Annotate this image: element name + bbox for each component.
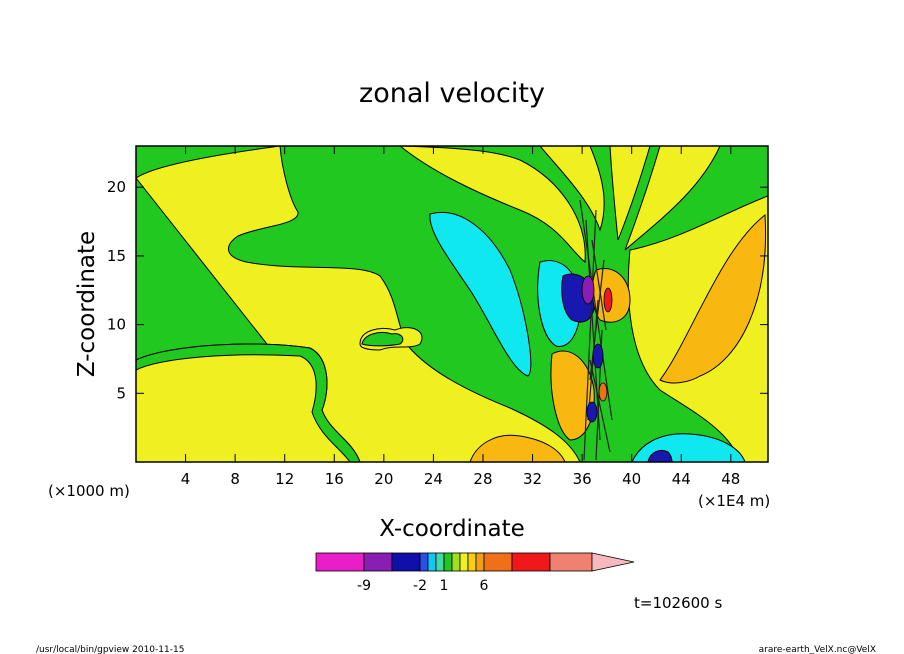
contour-cell — [586, 401, 598, 423]
x-tick-label: 40 — [622, 470, 641, 488]
contour-right-orange — [659, 214, 767, 384]
contour-upper-band-2 — [539, 146, 605, 232]
chart-title: zonal velocity — [359, 78, 545, 109]
colorbar — [315, 552, 635, 572]
footer-right: arare-earth_VelX.nc@VelX — [759, 645, 876, 654]
colorbar-ticks: -9 -2 1 6 — [357, 578, 489, 594]
colorbar-swatch — [511, 552, 551, 572]
time-label: t=102600 s — [634, 594, 722, 612]
x-tick-label: 8 — [230, 470, 240, 488]
x-axis-label: X-coordinate — [379, 516, 525, 542]
contour-line — [579, 199, 613, 421]
x-unit-left: (×1000 m) — [48, 482, 130, 500]
colorbar-swatch — [451, 552, 461, 572]
x-unit-right: (×1E4 m) — [698, 492, 770, 510]
y-tick-label: 5 — [116, 384, 126, 402]
x-tick-label: 20 — [374, 470, 393, 488]
x-tick-label: 4 — [181, 470, 191, 488]
colorbar-tick-label: 6 — [480, 578, 489, 594]
x-tick-label: 24 — [424, 470, 443, 488]
colorbar-swatch — [427, 552, 437, 572]
colorbar-swatch — [443, 552, 453, 572]
contour-negative-cyan — [429, 212, 532, 377]
colorbar-swatch — [467, 552, 477, 572]
colorbar-swatch — [549, 552, 593, 572]
contour-line — [585, 219, 601, 441]
contour-upper-band-3 — [609, 146, 651, 241]
x-tick-label: 12 — [275, 470, 294, 488]
x-tick-label: 44 — [672, 470, 691, 488]
contour-cell — [581, 275, 595, 305]
contour-line — [591, 239, 607, 331]
contour-cell — [603, 287, 613, 313]
plot-area — [136, 146, 768, 462]
colorbar-swatch — [459, 552, 469, 572]
contour-bottom-orange — [469, 434, 566, 462]
x-tick-label: 28 — [473, 470, 492, 488]
y-tick-label: 10 — [107, 316, 126, 334]
x-tick-label: 36 — [573, 470, 592, 488]
colorbar-swatch — [435, 552, 445, 572]
x-axis: 4 8 12 16 20 24 28 32 36 40 44 48 — [181, 146, 740, 488]
plot-frame — [135, 145, 769, 463]
colorbar-swatch — [391, 552, 421, 572]
x-tick-label: 48 — [721, 470, 740, 488]
contour-line — [589, 259, 605, 381]
contour-upper-band-1 — [399, 146, 586, 263]
contour-upper-band-4 — [624, 146, 721, 251]
y-axis: 5 10 15 20 — [107, 178, 768, 402]
x-tick-label: 16 — [325, 470, 344, 488]
contour-lower-left-inner — [136, 354, 351, 462]
y-axis-label: Z-coordinate — [74, 231, 100, 377]
colorbar-swatch — [475, 552, 485, 572]
contour-line — [589, 359, 611, 453]
contour-fills — [136, 146, 768, 462]
colorbar-swatch — [315, 552, 365, 572]
colorbar-swatch — [419, 552, 429, 572]
contour-small-green — [361, 331, 404, 347]
colorbar-tick-label: 1 — [440, 578, 449, 594]
colorbar-swatch — [363, 552, 393, 572]
x-tick-label: 32 — [523, 470, 542, 488]
colorbar-tick-label: -2 — [413, 578, 427, 594]
colorbar-swatch — [483, 552, 513, 572]
colorbar-tick-label: -9 — [357, 578, 371, 594]
contour-lower-orange — [550, 350, 595, 441]
footer-left: /usr/local/bin/gpview 2010-11-15 — [36, 645, 184, 654]
contour-cell — [598, 382, 608, 402]
colorbar-arrow — [591, 552, 635, 572]
y-tick-label: 20 — [107, 178, 126, 196]
contour-cell — [592, 343, 604, 369]
y-tick-label: 15 — [107, 247, 126, 265]
